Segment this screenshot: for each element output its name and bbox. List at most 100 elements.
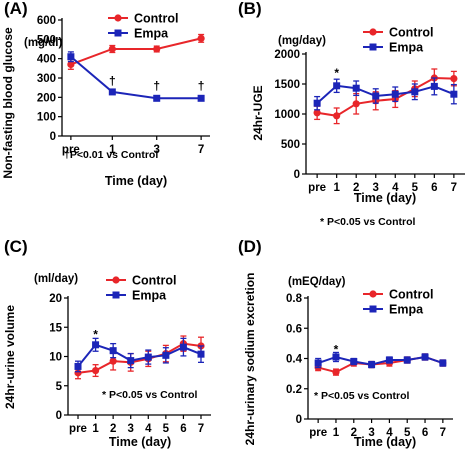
- data-point: [109, 347, 117, 355]
- data-point: [391, 90, 399, 98]
- legend-label: Empa: [389, 41, 424, 55]
- series-line: [70, 37, 202, 66]
- data-point: [108, 88, 116, 96]
- data-point: [332, 353, 340, 361]
- x-tick-label: 7: [198, 423, 204, 435]
- series-line: [70, 55, 202, 100]
- y-unit-label: (mg/day): [278, 35, 326, 47]
- data-point: [162, 351, 170, 359]
- x-tick-label: 1: [92, 423, 99, 435]
- legend-marker: [114, 14, 122, 22]
- y-tick-label: 100: [37, 112, 56, 124]
- y-tick-label: 1000: [274, 109, 300, 121]
- data-point: [197, 34, 205, 42]
- data-point: [108, 45, 116, 53]
- y-tick-label: 20: [49, 293, 62, 305]
- legend-marker: [369, 305, 377, 313]
- data-point: [439, 359, 447, 367]
- legend-marker: [369, 28, 377, 36]
- data-point: [450, 75, 458, 83]
- x-axis-label: Time (day): [354, 435, 416, 449]
- data-point: [92, 341, 100, 349]
- panel-label: (A): [4, 0, 28, 18]
- chart-panel-2: (B) (mg/day) 24hr-UGE 0 500 1000 1500 2000 pre 1 2…: [238, 0, 465, 228]
- significance-marker: †: [198, 79, 205, 93]
- y-tick-label: 0.4: [286, 354, 303, 366]
- x-tick-label: pre: [62, 144, 80, 156]
- data-point: [153, 94, 161, 102]
- data-point: [67, 53, 75, 61]
- x-tick-label: 5: [404, 427, 411, 439]
- significance-marker: †: [109, 74, 116, 88]
- x-tick-label: pre: [309, 427, 327, 439]
- y-unit-label: (mEQ/day): [288, 276, 346, 288]
- x-axis-label: Time (day): [105, 174, 167, 188]
- y-tick-label: 1500: [274, 79, 300, 91]
- legend-label: Empa: [132, 289, 167, 303]
- y-tick-label: 300: [37, 73, 56, 85]
- legend-label: Control: [389, 288, 433, 302]
- x-tick-label: 3: [368, 427, 374, 439]
- x-tick-label: 3: [373, 182, 379, 194]
- data-point: [197, 350, 205, 358]
- legend-label: Control: [389, 26, 433, 40]
- x-tick-label: 2: [351, 427, 357, 439]
- panel-label: (D): [238, 237, 262, 256]
- x-tick-label: pre: [69, 423, 87, 435]
- y-axis-label: 24hr-UGE: [251, 85, 265, 140]
- panel-label: (B): [238, 0, 262, 18]
- data-point: [350, 358, 358, 366]
- data-point: [430, 82, 438, 90]
- legend-marker: [369, 43, 377, 51]
- series-empa: Empa: [74, 289, 205, 373]
- y-axis-label: Non-fasting blood glucose: [1, 27, 15, 179]
- data-point: [313, 109, 321, 117]
- significance-note: * P<0.05 vs Control: [102, 389, 197, 401]
- legend-label: Control: [134, 12, 178, 26]
- data-point: [67, 60, 75, 69]
- x-tick-label: 1: [333, 182, 340, 194]
- data-point: [372, 92, 380, 100]
- y-tick-label: 0.2: [286, 384, 302, 396]
- data-point: [411, 88, 419, 96]
- significance-note: * P<0.05 vs Control: [320, 216, 415, 228]
- data-point: [313, 99, 321, 107]
- data-point: [450, 90, 458, 98]
- data-point: [352, 84, 360, 92]
- data-point: [314, 359, 322, 367]
- x-tick-label: 6: [422, 427, 428, 439]
- data-point: [333, 112, 341, 120]
- legend-label: Control: [132, 274, 176, 288]
- data-point: [91, 366, 100, 375]
- y-tick-label: 500: [37, 34, 56, 46]
- data-point: [74, 362, 82, 370]
- data-point: [127, 357, 135, 365]
- series-empa: Empa: [67, 27, 205, 102]
- data-point: [179, 343, 187, 351]
- data-point: [333, 82, 341, 90]
- y-tick-label: 400: [37, 54, 56, 66]
- series-control: Control: [67, 12, 205, 70]
- data-point: [332, 368, 340, 376]
- data-point: [403, 356, 411, 364]
- y-tick-label: 0: [296, 414, 302, 426]
- x-tick-label: 5: [412, 182, 419, 194]
- y-unit-label: (mg/dl): [24, 37, 62, 49]
- y-tick-label: 0.8: [286, 293, 303, 305]
- x-tick-label: pre: [308, 182, 326, 194]
- legend-marker: [369, 290, 377, 298]
- data-point: [109, 357, 117, 365]
- y-axis-label: 24hr-urine volume: [3, 305, 17, 409]
- significance-marker: *: [334, 342, 339, 356]
- data-point: [144, 353, 152, 361]
- y-unit-label: (ml/day): [34, 273, 78, 285]
- x-tick-label: 1: [333, 427, 340, 439]
- y-tick-label: 200: [37, 92, 56, 104]
- y-axis-label: 24hr-urinary sodium excretion: [243, 273, 257, 446]
- legend-marker: [114, 29, 122, 37]
- data-point: [385, 356, 393, 364]
- legend-marker: [112, 276, 120, 284]
- x-tick-label: 6: [431, 182, 437, 194]
- series-empa: Empa: [314, 303, 447, 369]
